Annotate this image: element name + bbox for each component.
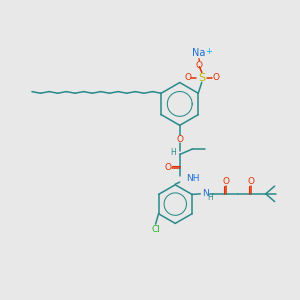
Text: NH: NH: [186, 174, 200, 183]
Text: O: O: [176, 134, 183, 143]
Text: O: O: [196, 61, 203, 70]
Text: N: N: [202, 189, 208, 198]
Text: H: H: [170, 148, 176, 157]
Text: O: O: [247, 178, 254, 187]
Text: O: O: [164, 163, 171, 172]
Text: +: +: [205, 47, 212, 56]
Text: O: O: [222, 178, 230, 187]
Text: O: O: [184, 73, 191, 82]
Text: O: O: [213, 73, 220, 82]
Text: H: H: [207, 193, 213, 202]
Text: Cl: Cl: [151, 225, 160, 234]
Text: S: S: [198, 73, 206, 83]
Text: Na: Na: [192, 48, 206, 58]
